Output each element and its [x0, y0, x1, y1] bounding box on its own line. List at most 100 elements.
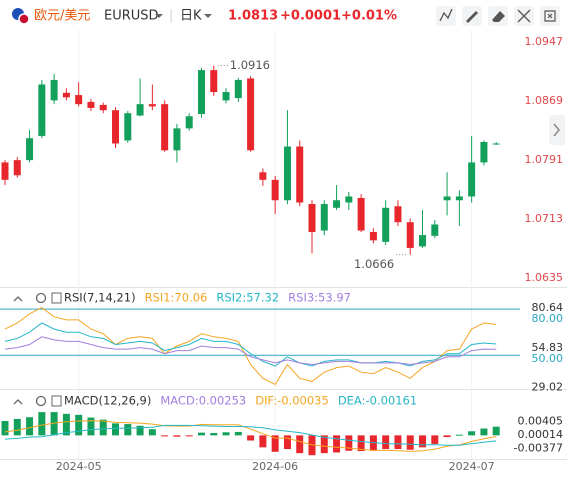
macd-bar [197, 432, 205, 436]
candle-body [50, 79, 58, 101]
candle-body [271, 179, 279, 201]
y-tick-label: 1.0635 [525, 271, 564, 284]
reference-label: 80.00 [532, 312, 564, 325]
macd-bar [148, 429, 156, 436]
macd-bar [124, 424, 132, 436]
price-change-percent: +0.01% [341, 9, 397, 24]
candle-body [320, 204, 328, 231]
macd-line [4, 424, 497, 446]
candle-body [197, 70, 205, 114]
candle-body [283, 146, 291, 201]
candle-body [468, 162, 476, 197]
period-dropdown[interactable] [204, 14, 212, 18]
pair-name[interactable]: 欧元/美元 [34, 9, 90, 24]
macd-bar [345, 435, 353, 451]
expand-arrow [553, 123, 560, 137]
box-icon[interactable] [51, 395, 62, 407]
collapse-icon[interactable] [13, 399, 23, 405]
y-tick-label: 1.0791 [525, 153, 564, 166]
macd-bar [296, 435, 304, 454]
candle-body [382, 207, 390, 242]
legend-entry: RSI3:53.97 [288, 291, 351, 305]
toolbar [436, 6, 560, 26]
candle-body [443, 196, 451, 201]
collapse-icon[interactable] [13, 296, 23, 302]
candle-body [247, 78, 255, 151]
macd-bar [87, 417, 95, 436]
y-tick-label: 0.00405 [518, 415, 564, 428]
price-change: +0.0001 [280, 9, 341, 24]
macd-bar [480, 428, 488, 436]
candle-body [492, 143, 500, 145]
macd-panel-controls [13, 395, 62, 407]
x-tick-label: 2024-07 [449, 460, 495, 473]
candle-body [333, 200, 341, 208]
candle-body [455, 196, 463, 201]
settings-icon[interactable] [35, 292, 47, 304]
y-tick-label: 29.02 [532, 381, 564, 394]
candle-body [161, 104, 169, 151]
candle-body [480, 141, 488, 163]
macd-bar [99, 419, 107, 436]
candle-body [357, 197, 365, 231]
settings-icon[interactable] [35, 395, 47, 407]
expand-button-bg[interactable] [549, 115, 565, 145]
macd-bar [333, 435, 341, 453]
expand-button[interactable] [549, 115, 565, 145]
candle-body [99, 104, 107, 111]
macd-bar [136, 425, 144, 436]
candle-body [185, 116, 193, 129]
candle-body [296, 146, 304, 203]
macd-bar [173, 435, 181, 437]
box-icon[interactable] [51, 292, 62, 304]
candle-body [1, 162, 9, 180]
tool-fullscreen-icon [517, 9, 531, 23]
y-tick-label: -0.00377 [514, 441, 563, 454]
candle-body [62, 92, 70, 98]
macd-bar [222, 432, 230, 436]
x-tick-label: 2024-06 [252, 460, 298, 473]
macd-bar [419, 435, 427, 448]
rsi-line [4, 307, 497, 386]
candle-body [406, 222, 414, 248]
macd-bar [50, 412, 58, 436]
candle-body [112, 110, 120, 144]
macd-bar [271, 435, 279, 452]
candle-body [173, 128, 181, 151]
header: 欧元/美元 EURUSD 日K 1.0813 +0.0001 +0.01% [12, 6, 560, 26]
y-tick-label: 1.0713 [525, 212, 564, 225]
macd-bar [161, 435, 169, 437]
tool-draw-icon [466, 11, 478, 23]
panel-title: MACD(12,26,9) [64, 394, 151, 408]
rsi-line [4, 336, 497, 366]
y-tick-label: 1.0869 [525, 94, 564, 107]
macd-bar [468, 431, 476, 436]
symbol-dropdown[interactable] [155, 14, 163, 18]
legend-entry: RSI2:57.32 [216, 291, 279, 305]
legend-entry: DEA:-0.00161 [338, 394, 417, 408]
macd-bar [431, 435, 439, 444]
macd-bar [283, 435, 291, 450]
symbol[interactable]: EURUSD [104, 9, 159, 24]
macd-bar [38, 412, 46, 436]
macd-line [4, 420, 497, 452]
legend-entry: DIF:-0.00035 [255, 394, 329, 408]
candle-body [75, 95, 83, 105]
reference-label: 50.00 [532, 352, 564, 365]
candle-body [234, 79, 242, 99]
macd-bar [247, 435, 255, 441]
candle-body [26, 138, 34, 161]
candle-body [345, 196, 353, 203]
candle-body [136, 104, 144, 116]
period[interactable]: 日K [180, 9, 202, 24]
x-tick-label: 2024-05 [56, 460, 102, 473]
macd-bar [357, 435, 365, 452]
candle-body [419, 235, 427, 247]
candle-body [222, 92, 230, 101]
macd-bar [234, 431, 242, 436]
tool-eraser-icon [492, 11, 505, 22]
macd-bar [26, 417, 34, 436]
candle-body [13, 160, 21, 176]
